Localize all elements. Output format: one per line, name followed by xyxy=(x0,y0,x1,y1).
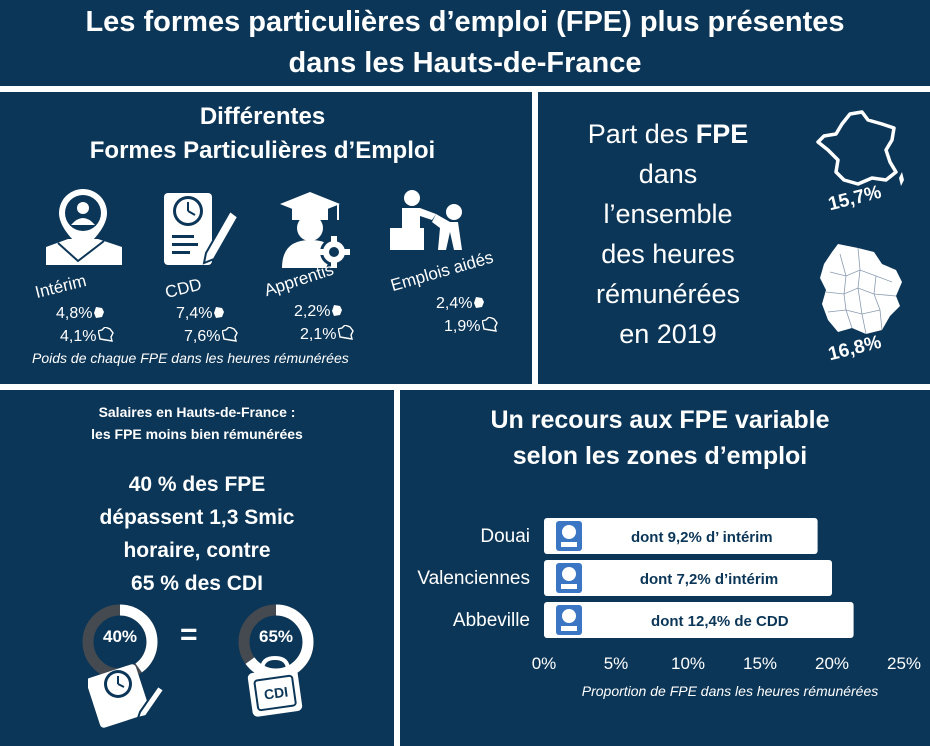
share-line-4: des heures xyxy=(601,239,735,269)
fpe-donut-arc xyxy=(82,604,158,680)
hauts-de-france-mini-icon xyxy=(474,295,485,313)
helping-hand-icon xyxy=(390,190,462,250)
wages-panel: Salaires en Hauts-de-France : les FPE mo… xyxy=(0,390,394,746)
share-line-1: Part des xyxy=(587,119,696,149)
temp-worker-map-pin-icon xyxy=(46,189,122,265)
interim-region-value: 4,8% xyxy=(56,305,105,323)
zones-heading: Un recours aux FPE variable selon les zo… xyxy=(400,402,920,474)
temp-worker-icon xyxy=(556,563,582,593)
types-footnote: Poids de chaque FPE dans les heures rému… xyxy=(32,350,349,366)
cdd-label: CDD xyxy=(163,274,204,303)
contract-clock-icon xyxy=(88,664,166,728)
france-mini-icon xyxy=(221,326,239,347)
equals-sign: = xyxy=(180,618,198,651)
hauts-de-france-mini-icon xyxy=(332,303,343,321)
bar-label: dont 9,2% d’ intérim xyxy=(631,529,773,546)
temp-worker-icon xyxy=(556,521,582,551)
fpe-share-panel: Part des FPE dans l’ensemble des heures … xyxy=(538,92,930,384)
france-mini-icon xyxy=(481,316,499,337)
zones-heading-line-2: selon les zones d’emploi xyxy=(512,442,808,470)
interim-label: Intérim xyxy=(33,271,89,303)
cdi-donut: 65% CDI xyxy=(236,602,316,732)
bar xyxy=(544,602,854,638)
wages-statement-line-1: 40 % des FPE xyxy=(128,473,266,496)
share-text: Part des FPE dans l’ensemble des heures … xyxy=(568,114,768,354)
fpe-donut-label: 40% xyxy=(102,627,138,646)
wages-subtitle: Salaires en Hauts-de-France : les FPE mo… xyxy=(0,401,394,445)
header-banner: Les formes particulières d’emploi (FPE) … xyxy=(0,0,930,86)
contract-clock-icon xyxy=(164,193,240,265)
tick-label: 10% xyxy=(671,654,705,673)
title-line-2: dans les Hauts-de-France xyxy=(288,47,642,79)
fpe-apprentis: Apprentis 2,2% 2,1% xyxy=(262,190,376,343)
share-line-3: l’ensemble xyxy=(603,199,733,229)
emplois-aides-region-value: 2,4% xyxy=(436,295,485,313)
france-map-icon xyxy=(816,110,904,186)
types-heading: Différentes Formes Particulières d’Emplo… xyxy=(0,100,525,168)
graduate-gear-icon xyxy=(280,192,350,268)
tick-label: 0% xyxy=(532,654,557,673)
fpe-interim: Intérim 4,8% 4,1% xyxy=(33,187,128,345)
cdd-france-value: 7,6% xyxy=(184,326,239,347)
zones-bar-chart: Douai dont 9,2% d’ intérim Valenciennes don… xyxy=(417,518,921,699)
fpe-cdd: CDD 7,4% 7,6% xyxy=(162,187,272,345)
category-label: Abbeville xyxy=(453,610,530,631)
bar-label: dont 7,2% d’intérim xyxy=(640,571,778,588)
apprentis-region-value: 2,2% xyxy=(294,303,343,321)
types-heading-line-1: Différentes xyxy=(199,103,326,130)
bar xyxy=(544,518,818,554)
fpe-emplois-aides: Emplois aidés 2,4% 1,9% xyxy=(388,188,528,338)
hauts-de-france-mini-icon xyxy=(94,305,105,323)
tick-label: 20% xyxy=(815,654,849,673)
france-mini-icon xyxy=(337,324,355,345)
interim-france-value: 4,1% xyxy=(60,326,115,347)
tick-label: 25% xyxy=(887,654,921,673)
wages-statement-line-4: 65 % des CDI xyxy=(131,572,263,595)
cdi-tag-icon: CDI xyxy=(244,654,306,720)
page-title: Les formes particulières d’emploi (FPE) … xyxy=(0,2,930,84)
category-label: Valenciennes xyxy=(417,568,530,589)
hauts-de-france-mini-icon xyxy=(214,305,225,323)
wages-statement: 40 % des FPE dépassent 1,3 Smic horaire,… xyxy=(0,468,394,600)
tick-label: 5% xyxy=(604,654,629,673)
share-line-1-bold: FPE xyxy=(695,119,749,149)
bar xyxy=(544,560,832,596)
wages-subtitle-line-2: les FPE moins bien rémunérées xyxy=(91,426,303,442)
cdi-donut-label: 65% xyxy=(258,627,294,646)
emplois-aides-france-value: 1,9% xyxy=(444,316,499,337)
wages-statement-line-3: horaire, contre xyxy=(123,539,271,562)
fpe-types-panel: Différentes Formes Particulières d’Emplo… xyxy=(0,92,532,384)
emplois-aides-label: Emplois aidés xyxy=(388,247,496,296)
tick-label: 15% xyxy=(743,654,777,673)
x-axis-title: Proportion de FPE dans les heures rémuné… xyxy=(582,683,879,699)
france-mini-icon xyxy=(97,326,115,347)
bar-label: dont 12,4% de CDD xyxy=(651,613,789,630)
hauts-de-france-map-icon xyxy=(820,244,902,335)
zones-panel: Un recours aux FPE variable selon les zo… xyxy=(400,390,930,746)
title-line-1: Les formes particulières d’emploi (FPE) … xyxy=(85,6,845,38)
cdd-region-value: 7,4% xyxy=(176,305,225,323)
category-label: Douai xyxy=(480,526,530,547)
apprentis-france-value: 2,1% xyxy=(300,324,355,345)
share-line-2: dans xyxy=(638,159,698,189)
types-heading-line-2: Formes Particulières d’Emploi xyxy=(89,137,436,164)
zones-heading-line-1: Un recours aux FPE variable xyxy=(490,406,830,434)
contract-icon xyxy=(556,605,582,635)
wages-subtitle-line-1: Salaires en Hauts-de-France : xyxy=(98,404,296,420)
wages-statement-line-2: dépassent 1,3 Smic xyxy=(99,506,295,529)
fpe-donut: 40% xyxy=(80,602,166,732)
share-line-6: en 2019 xyxy=(619,319,717,349)
share-line-5: rémunérées xyxy=(595,279,741,309)
